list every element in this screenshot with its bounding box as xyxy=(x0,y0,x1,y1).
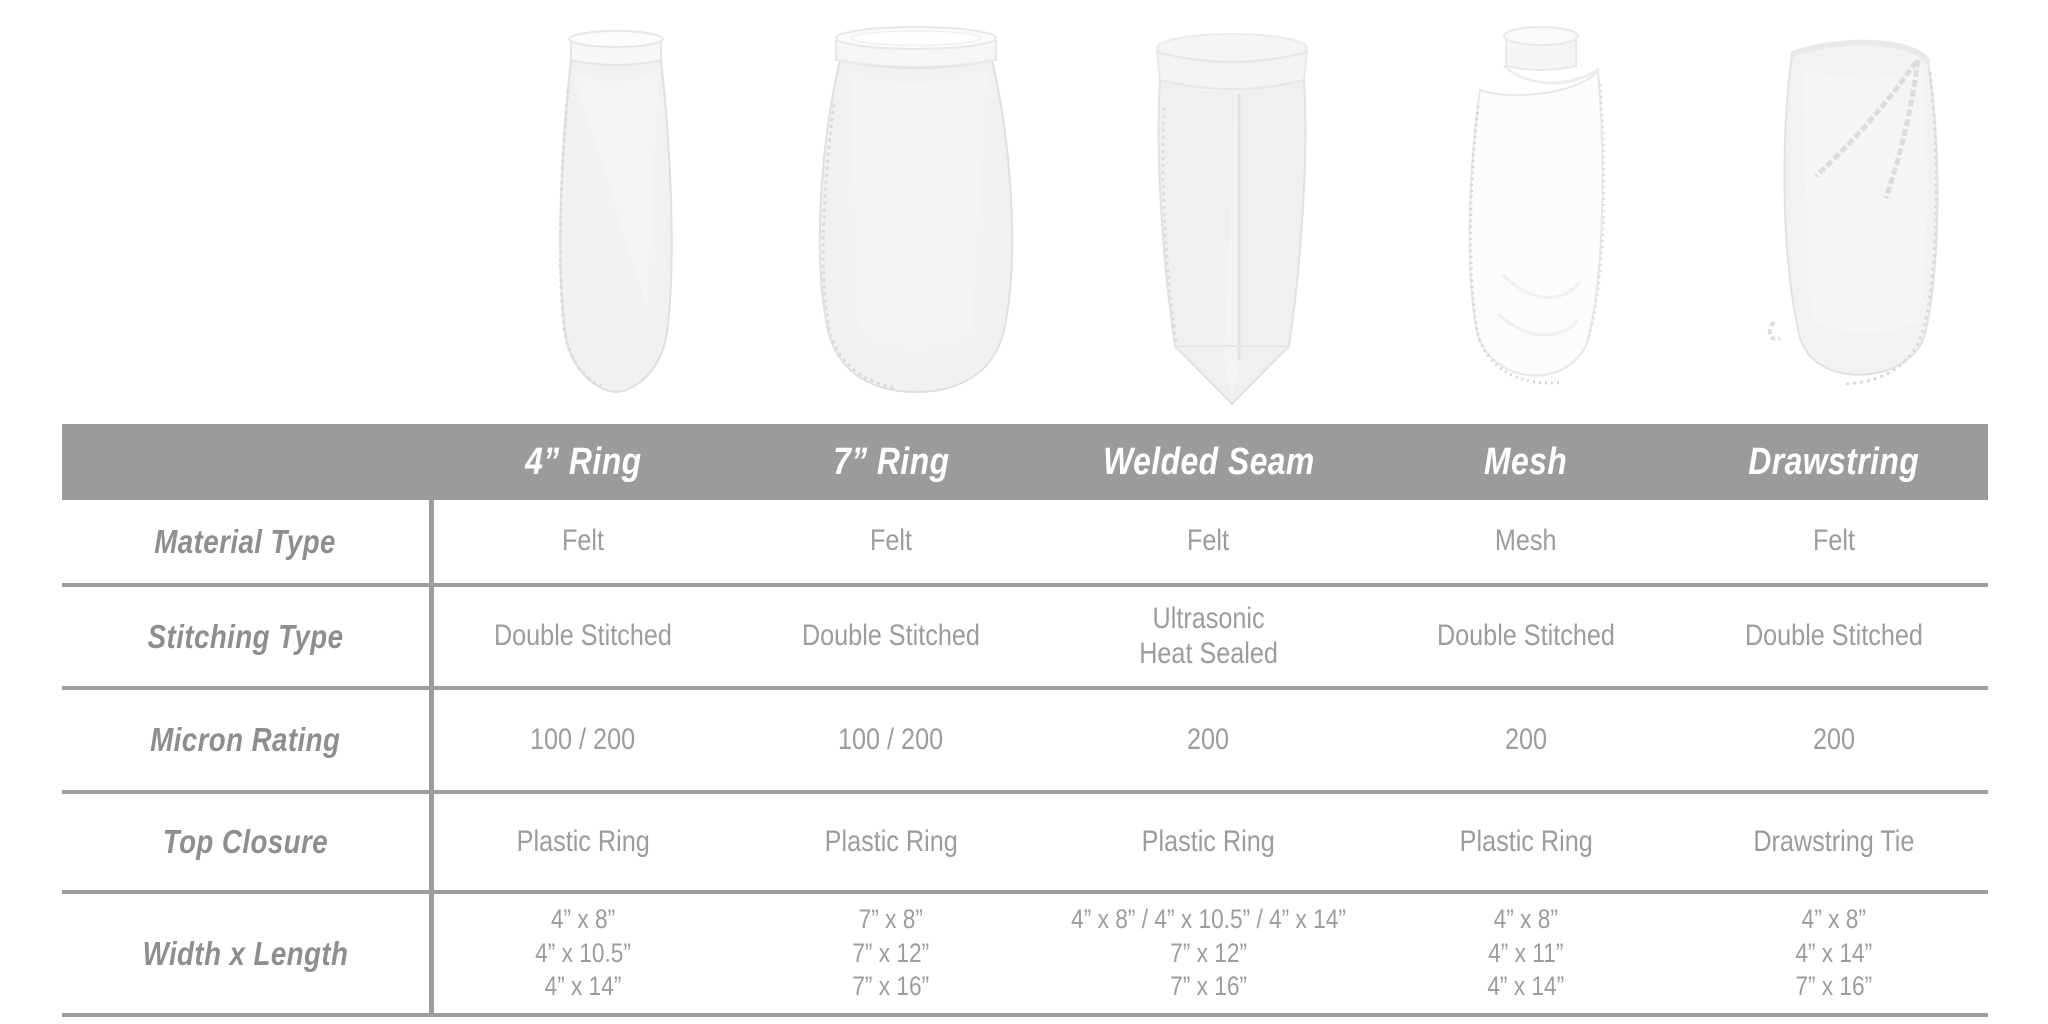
cell-micron-7-ring: 100 / 200 xyxy=(736,686,1045,790)
cell-value: 4” x 8” 4” x 11” 4” x 14” xyxy=(1487,904,1565,1002)
cell-value: Drawstring Tie xyxy=(1753,824,1915,858)
cell-closure-mesh: Plastic Ring xyxy=(1372,790,1681,890)
cell-value: Plastic Ring xyxy=(516,824,650,858)
cell-value: 100 / 200 xyxy=(530,722,636,756)
cell-sizes-mesh: 4” x 8” 4” x 11” 4” x 14” xyxy=(1372,890,1681,1013)
cell-micron-drawstring: 200 xyxy=(1680,686,1988,790)
cell-stitching-drawstring: Double Stitched xyxy=(1680,583,1988,686)
row-label-material-type: Material Type xyxy=(62,500,429,583)
drawstring-bag-photo xyxy=(1767,39,1939,386)
row-label: Micron Rating xyxy=(150,721,341,758)
cell-value: 4” x 8” 4” x 10.5” 4” x 14” xyxy=(535,904,631,1002)
column-header-label: 7” Ring xyxy=(832,440,950,483)
cell-closure-welded-seam: Plastic Ring xyxy=(1044,790,1373,890)
label-column-divider xyxy=(429,500,434,1017)
column-header-4-ring: 4” Ring xyxy=(429,424,737,500)
cell-stitching-mesh: Double Stitched xyxy=(1372,583,1681,686)
cell-value: 7” x 8” 7” x 12” 7” x 16” xyxy=(852,904,930,1002)
cell-micron-4-ring: 100 / 200 xyxy=(429,686,737,790)
row-label: Top Closure xyxy=(162,823,329,860)
column-header-mesh: Mesh xyxy=(1372,424,1681,500)
cell-value: 200 xyxy=(1187,722,1230,756)
row-label-top-closure: Top Closure xyxy=(62,790,429,890)
cell-stitching-7-ring: Double Stitched xyxy=(736,583,1045,686)
cell-material-4-ring: Felt xyxy=(429,500,737,583)
row-label: Stitching Type xyxy=(147,617,344,655)
cell-sizes-drawstring: 4” x 8” 4” x 14” 7” x 16” xyxy=(1680,890,1988,1013)
cell-stitching-4-ring: Double Stitched xyxy=(429,583,737,686)
column-header-welded-seam: Welded Seam xyxy=(1044,424,1373,500)
cell-stitching-welded-seam: Ultrasonic Heat Sealed xyxy=(1044,583,1373,686)
cell-material-welded-seam: Felt xyxy=(1045,500,1372,583)
cell-value: 200 xyxy=(1812,722,1856,756)
row-label: Material Type xyxy=(154,522,337,560)
cell-sizes-welded-seam: 4” x 8” / 4” x 10.5” / 4” x 14” 7” x 12”… xyxy=(1044,890,1373,1013)
cell-micron-welded-seam: 200 xyxy=(1044,686,1373,790)
mesh-bag-photo xyxy=(1468,26,1606,385)
cell-value: Double Stitched xyxy=(801,619,980,653)
cell-sizes-7-ring: 7” x 8” 7” x 12” 7” x 16” xyxy=(736,890,1045,1013)
cell-value: Felt xyxy=(1813,524,1856,558)
cell-micron-mesh: 200 xyxy=(1372,686,1681,790)
cell-value: 4” x 8” / 4” x 10.5” / 4” x 14” 7” x 12”… xyxy=(1071,904,1346,1002)
row-label-width-x-length: Width x Length xyxy=(62,890,429,1013)
cell-sizes-4-ring: 4” x 8” 4” x 10.5” 4” x 14” xyxy=(429,890,737,1013)
cell-value: Felt xyxy=(1187,524,1230,558)
cell-value: Ultrasonic Heat Sealed xyxy=(1139,602,1278,670)
column-header-label: Mesh xyxy=(1484,440,1568,483)
column-header-7-ring: 7” Ring xyxy=(736,424,1045,500)
column-header-label: Welded Seam xyxy=(1102,440,1315,483)
felt-bag-7-ring-photo xyxy=(818,26,1014,394)
cell-closure-4-ring: Plastic Ring xyxy=(429,790,737,890)
cell-value: Plastic Ring xyxy=(824,824,958,858)
felt-bag-4-ring-photo xyxy=(558,30,673,394)
cell-closure-7-ring: Plastic Ring xyxy=(736,790,1045,890)
row-label-stitching-type: Stitching Type xyxy=(62,583,429,686)
cell-material-7-ring: Felt xyxy=(737,500,1045,583)
header-bar-corner xyxy=(62,424,429,500)
cell-value: 100 / 200 xyxy=(838,722,944,756)
row-label-micron-rating: Micron Rating xyxy=(62,686,429,790)
cell-value: Plastic Ring xyxy=(1141,824,1276,858)
cell-material-drawstring: Felt xyxy=(1680,500,1988,583)
cell-value: Double Stitched xyxy=(494,619,672,653)
cell-closure-drawstring: Drawstring Tie xyxy=(1680,790,1988,890)
welded-seam-bag-photo xyxy=(1155,33,1309,406)
cell-value: 200 xyxy=(1505,722,1548,756)
cell-material-mesh: Mesh xyxy=(1372,500,1680,583)
cell-value: Plastic Ring xyxy=(1459,824,1593,858)
column-header-label: Drawstring xyxy=(1748,440,1920,483)
cell-value: Double Stitched xyxy=(1745,619,1923,653)
comparison-table: 4” Ring 7” Ring Welded Seam Mesh Drawstr… xyxy=(62,424,1988,1017)
cell-value: Double Stitched xyxy=(1437,619,1616,653)
column-header-drawstring: Drawstring xyxy=(1680,424,1988,500)
cell-value: Felt xyxy=(869,524,912,558)
row-label: Width x Length xyxy=(142,934,349,972)
column-header-label: 4” Ring xyxy=(524,440,642,483)
cell-value: Felt xyxy=(561,524,604,558)
cell-value: Mesh xyxy=(1495,524,1557,558)
cell-value: 4” x 8” 4” x 14” 7” x 16” xyxy=(1795,904,1873,1002)
